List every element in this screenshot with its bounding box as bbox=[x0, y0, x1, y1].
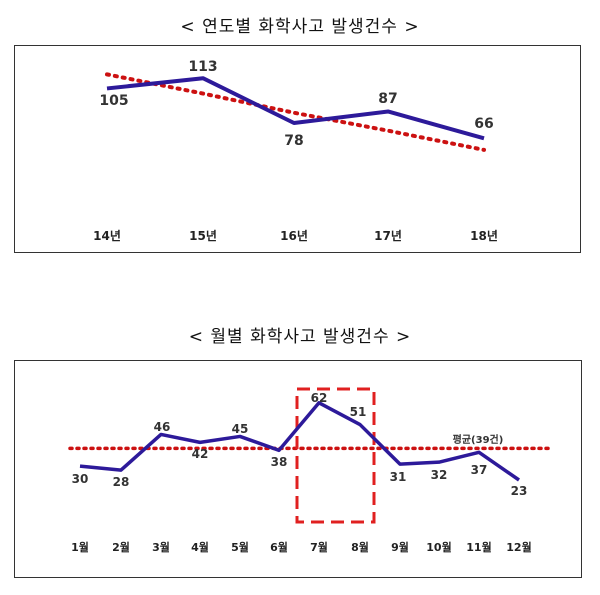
chart2-data-label: 31 bbox=[390, 470, 407, 484]
chart1-title: < 연도별 화학사고 발생건수 > bbox=[180, 17, 420, 37]
chart2-data-label: 37 bbox=[471, 463, 488, 477]
chart2-data-label: 32 bbox=[431, 468, 448, 482]
chart2-x-tick-label: 5월 bbox=[231, 540, 249, 554]
chart2-title: < 월별 화학사고 발생건수 > bbox=[188, 327, 412, 347]
chart1-data-label: 105 bbox=[99, 93, 128, 109]
chart1-data-label: 78 bbox=[284, 133, 303, 149]
chart2-x-tick-label: 6월 bbox=[270, 540, 288, 554]
chart1-data-label: 87 bbox=[378, 91, 397, 107]
chart1-data-label: 113 bbox=[188, 59, 217, 75]
chart2-average-label: 평균(39건) bbox=[453, 433, 504, 446]
chart2-data-label: 28 bbox=[113, 475, 130, 489]
chart2-x-tick-label: 3월 bbox=[152, 540, 170, 554]
chart2-x-tick-label: 8월 bbox=[351, 540, 369, 554]
chart2-series-line bbox=[79, 401, 520, 482]
chart2-data-label: 30 bbox=[72, 472, 89, 486]
chart1-trend-line bbox=[105, 72, 486, 152]
chart2-data-label: 62 bbox=[311, 391, 328, 405]
chart2-data-label: 46 bbox=[154, 420, 171, 434]
chart2-x-tick-label: 9월 bbox=[391, 540, 409, 554]
chart2-x-tick-label: 4월 bbox=[191, 540, 209, 554]
chart1-x-tick-label: 16년 bbox=[280, 229, 308, 243]
chart1-data-label: 66 bbox=[474, 116, 493, 132]
chart2-x-tick-label: 1월 bbox=[71, 540, 89, 554]
chart2-highlight-box bbox=[295, 387, 376, 524]
chart2-x-tick-label: 12월 bbox=[506, 540, 531, 554]
chart2-data-label: 23 bbox=[511, 484, 528, 498]
chart1-x-tick-label: 17년 bbox=[374, 229, 402, 243]
chart2-x-tick-label: 2월 bbox=[112, 540, 130, 554]
chart1-x-tick-label: 15년 bbox=[189, 229, 217, 243]
chart2-data-label: 45 bbox=[232, 422, 249, 436]
chart1-x-tick-label: 14년 bbox=[93, 229, 121, 243]
chart2-data-label: 42 bbox=[192, 447, 209, 461]
chart1-series-line bbox=[106, 76, 485, 141]
chart2-data-label: 38 bbox=[271, 455, 288, 469]
chart2-frame bbox=[14, 360, 582, 578]
chart2-data-label: 51 bbox=[350, 405, 367, 419]
chart2-x-tick-label: 7월 bbox=[310, 540, 328, 554]
chart2-x-tick-label: 11월 bbox=[466, 540, 491, 554]
chart2-x-tick-label: 10월 bbox=[426, 540, 451, 554]
chart1-x-tick-label: 18년 bbox=[470, 229, 498, 243]
chart1-frame bbox=[14, 45, 581, 253]
